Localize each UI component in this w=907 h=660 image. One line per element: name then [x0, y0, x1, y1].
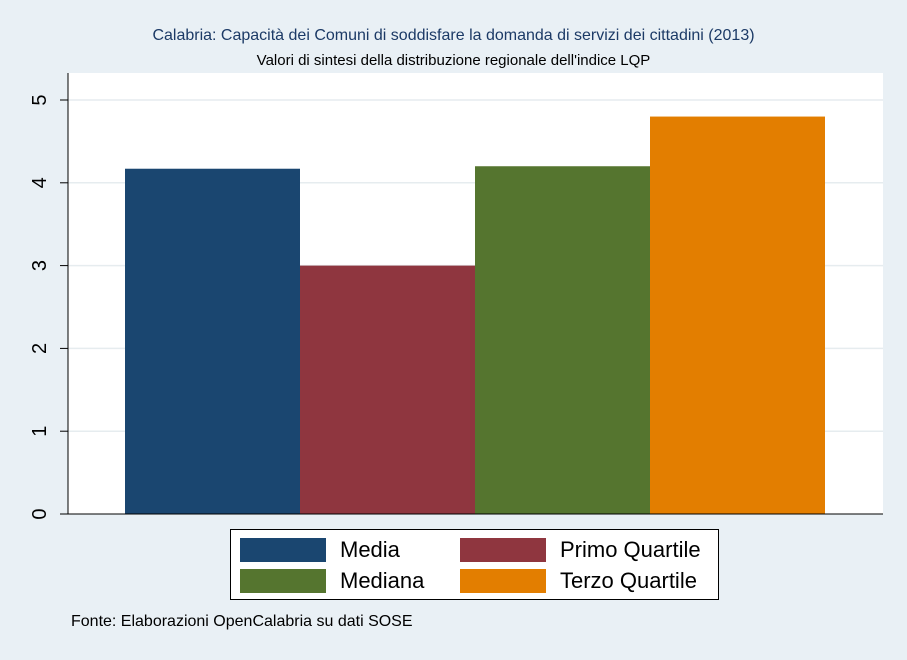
legend-label-primo-quartile: Primo Quartile	[560, 537, 701, 562]
bars	[125, 116, 825, 515]
legend-label-mediana: Mediana	[340, 568, 425, 593]
bar-media	[125, 168, 300, 514]
y-ticks: 0 1 2 3 4 5	[29, 94, 68, 520]
y-tick-label: 4	[29, 177, 51, 188]
source-note: Fonte: Elaborazioni OpenCalabria su dati…	[71, 613, 413, 630]
bar-primo-quartile	[300, 265, 475, 514]
y-tick-label: 2	[29, 343, 51, 354]
legend-swatch-media	[240, 538, 326, 562]
y-tick-label: 3	[29, 260, 51, 271]
y-tick-label: 1	[29, 426, 51, 437]
legend: Media Primo Quartile Mediana Terzo Quart…	[230, 529, 719, 600]
legend-swatch-mediana	[240, 569, 326, 593]
y-tick-label: 0	[29, 508, 51, 519]
chart-title: Calabria: Capacità dei Comuni di soddisf…	[152, 27, 755, 44]
bar-terzo-quartile	[650, 116, 825, 514]
chart-subtitle: Valori di sintesi della distribuzione re…	[256, 52, 651, 69]
bar-mediana	[475, 166, 650, 515]
y-tick-label: 5	[29, 94, 51, 105]
legend-swatch-terzo-quartile	[460, 569, 546, 593]
legend-label-terzo-quartile: Terzo Quartile	[560, 568, 697, 593]
legend-swatch-primo-quartile	[460, 538, 546, 562]
legend-label-media: Media	[340, 537, 400, 562]
